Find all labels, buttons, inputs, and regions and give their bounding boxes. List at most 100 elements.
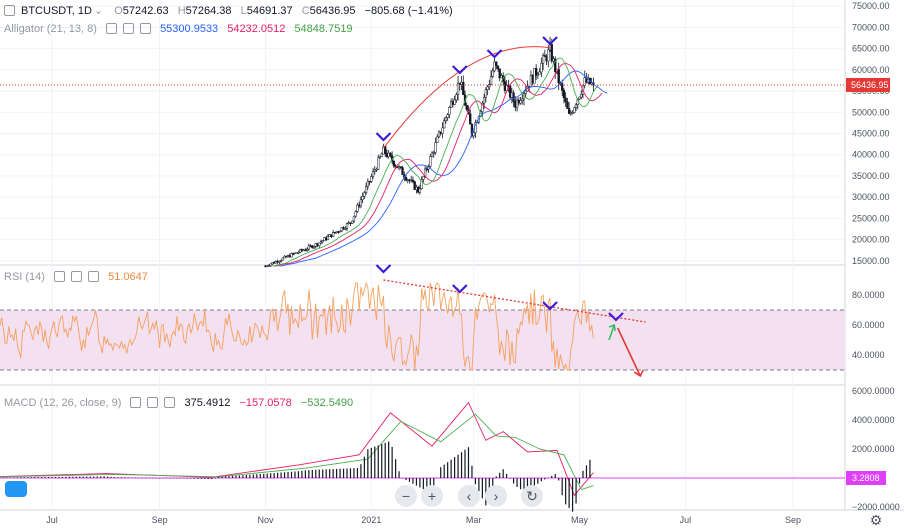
macd-histogram-bar: [93, 476, 95, 478]
candle-body: [364, 186, 368, 194]
gear-icon[interactable]: ⚙: [869, 512, 883, 528]
rsi-trendline: [383, 279, 646, 323]
macd-histogram-bar: [471, 465, 473, 478]
macd-histogram-bar: [467, 447, 470, 478]
macd-histogram-bar: [172, 478, 175, 479]
macd-histogram-bar: [401, 478, 404, 479]
time-tick-label: Sep: [785, 515, 801, 525]
macd-histogram-bar: [453, 457, 456, 478]
chevron-down-icon[interactable]: ⌄: [93, 5, 104, 17]
macd-histogram-bar: [464, 449, 466, 478]
macd-histogram-bar: [384, 442, 386, 478]
macd-histogram-bar: [558, 478, 560, 481]
reset-icon: ↻: [526, 488, 538, 504]
candle-body: [436, 136, 439, 143]
rsi-value: 51.0647: [108, 271, 148, 283]
candle-body: [564, 97, 567, 103]
alligator-legend: Alligator (21, 13, 8) 55300.9533 54232.0…: [4, 22, 359, 35]
macd-histogram-bar: [512, 478, 515, 484]
scroll-left-button[interactable]: ‹: [458, 485, 480, 507]
macd-histogram-bar: [197, 478, 199, 479]
candle-body: [321, 240, 324, 242]
candle-body: [359, 199, 363, 207]
macd-histogram-bar: [474, 478, 477, 485]
macd-histogram-bar: [450, 459, 452, 478]
eye-icon[interactable]: [106, 22, 117, 34]
candle-body: [486, 86, 489, 90]
macd-histogram-bar: [86, 476, 88, 478]
candle-body: [430, 152, 434, 157]
candle-body: [344, 228, 347, 230]
macd-histogram-bar: [134, 477, 136, 479]
candle-body: [299, 249, 302, 253]
tradingview-logo-icon[interactable]: [5, 481, 27, 497]
candle-body: [326, 236, 330, 240]
rsi-line: [0, 281, 594, 371]
candle-body: [547, 49, 550, 62]
low-label: L: [240, 5, 247, 17]
macd-histogram-bar: [433, 478, 435, 489]
high-label: H: [177, 5, 186, 17]
price-tick-label: 25000.00: [852, 213, 890, 223]
candle-body: [312, 246, 316, 249]
candle-body: [375, 168, 378, 171]
macd-histogram-bar: [138, 477, 140, 479]
macd-histogram-bar: [89, 476, 91, 478]
macd-histogram-bar: [131, 477, 133, 478]
settings-small-icon[interactable]: [123, 22, 134, 34]
eye-icon[interactable]: [54, 270, 66, 282]
candle-body: [373, 169, 376, 172]
zoom-in-button[interactable]: +: [421, 485, 443, 507]
candle-body: [278, 260, 281, 263]
candle-body: [368, 180, 371, 183]
macd-histogram-bar: [589, 459, 591, 478]
close-small-icon[interactable]: [88, 270, 100, 282]
current-price-tag-text: 56436.95: [851, 80, 889, 90]
candle-body: [352, 215, 356, 222]
macd-histogram-bar: [547, 477, 549, 479]
candle-body: [470, 123, 474, 137]
macd-histogram-bar: [329, 469, 331, 478]
candle-body: [462, 81, 465, 96]
close-value: 56436.95: [309, 5, 356, 17]
candle-body: [413, 181, 416, 190]
candle-body: [441, 127, 444, 134]
macd-histogram-bar: [561, 478, 563, 496]
settings-small-icon[interactable]: [71, 270, 83, 282]
candle-body: [411, 179, 415, 182]
green-arrow: [608, 324, 615, 341]
candle-body: [380, 153, 383, 157]
macd-tick-label: 2000.0000: [852, 444, 895, 454]
macd-histogram-bar: [370, 447, 372, 478]
candle-body: [578, 96, 581, 100]
macd-histogram-bar: [308, 470, 310, 478]
macd-histogram-bar: [155, 477, 157, 479]
macd-histogram-bar: [297, 471, 300, 478]
rsi-tick-label: 60.0000: [852, 320, 885, 330]
rsi-peak-marker-icon: [375, 264, 392, 274]
eye-icon[interactable]: [130, 396, 142, 408]
price-tick-label: 75000.00: [852, 1, 890, 11]
candle-body: [319, 241, 323, 244]
reset-chart-button[interactable]: ↻: [521, 485, 543, 507]
candle-body: [533, 68, 536, 84]
macd-histogram-bar: [412, 478, 414, 484]
macd-histogram-bar: [6, 477, 8, 478]
macd-histogram-bar: [585, 465, 588, 478]
close-small-icon[interactable]: [140, 22, 151, 34]
settings-small-icon[interactable]: [147, 396, 159, 408]
collapse-icon[interactable]: [4, 4, 15, 16]
candle-body: [519, 100, 522, 104]
zoom-out-button[interactable]: −: [395, 485, 417, 507]
price-tick-label: 15000.00: [852, 256, 890, 266]
candle-body: [420, 179, 423, 189]
macd-histogram-bar: [304, 470, 306, 478]
macd-histogram-bar: [540, 478, 542, 482]
macd-histogram-bar: [349, 468, 352, 478]
macd-histogram-bar: [162, 478, 164, 479]
scroll-right-button[interactable]: ›: [485, 485, 507, 507]
candle-body: [481, 102, 484, 112]
close-small-icon[interactable]: [164, 396, 176, 408]
peak-marker-icon: [486, 49, 503, 59]
